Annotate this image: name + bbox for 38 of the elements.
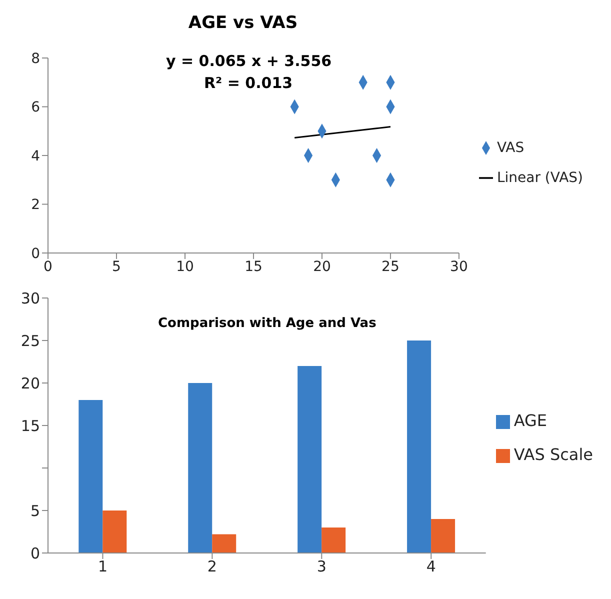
legend-label: VAS Scale bbox=[514, 445, 593, 464]
x-tick-label: 25 bbox=[382, 258, 400, 275]
legend-label: AGE bbox=[514, 411, 548, 430]
bar bbox=[431, 519, 456, 553]
annotation: y = 0.065 x + 3.556 bbox=[166, 52, 332, 70]
bar bbox=[188, 383, 212, 553]
x-tick-label: 3 bbox=[316, 558, 326, 576]
y-tick-label: 15 bbox=[20, 416, 40, 435]
y-tick-label: 25 bbox=[20, 332, 40, 350]
y-tick-label: 4 bbox=[31, 148, 40, 164]
x-tick-label: 10 bbox=[176, 258, 194, 275]
chart-title: AGE vs VAS bbox=[187, 12, 299, 35]
bar bbox=[102, 510, 127, 553]
y-tick-label: 30 bbox=[20, 289, 40, 308]
x-tick-label: 30 bbox=[450, 258, 468, 275]
y-tick-label: 5 bbox=[30, 502, 40, 520]
legend-label: VAS bbox=[496, 140, 524, 156]
x-tick-label: 15 bbox=[244, 258, 262, 275]
x-tick-label: 4 bbox=[426, 558, 436, 576]
text: Comparison with Age and Vas bbox=[158, 316, 376, 331]
x-tick-label: 5 bbox=[112, 258, 121, 275]
bar bbox=[212, 534, 236, 553]
annotation: R² = 0.013 bbox=[204, 74, 293, 92]
y-tick-label: 0 bbox=[30, 544, 40, 562]
y-tick-label: 0 bbox=[31, 246, 40, 262]
y-tick-label: 2 bbox=[31, 197, 40, 214]
bar bbox=[322, 528, 346, 553]
y-tick-label: 8 bbox=[31, 50, 40, 67]
x-tick-label: 2 bbox=[207, 558, 217, 576]
x-tick-label: 20 bbox=[313, 258, 331, 275]
legend-label: Linear (VAS) bbox=[496, 170, 583, 186]
bar bbox=[78, 400, 103, 553]
x-tick-label: 0 bbox=[44, 258, 52, 275]
bar bbox=[298, 366, 322, 553]
bar bbox=[407, 340, 432, 553]
x-tick-label: 1 bbox=[98, 558, 108, 576]
y-tick-label: 6 bbox=[31, 100, 40, 116]
y-tick-label: 20 bbox=[20, 374, 40, 392]
